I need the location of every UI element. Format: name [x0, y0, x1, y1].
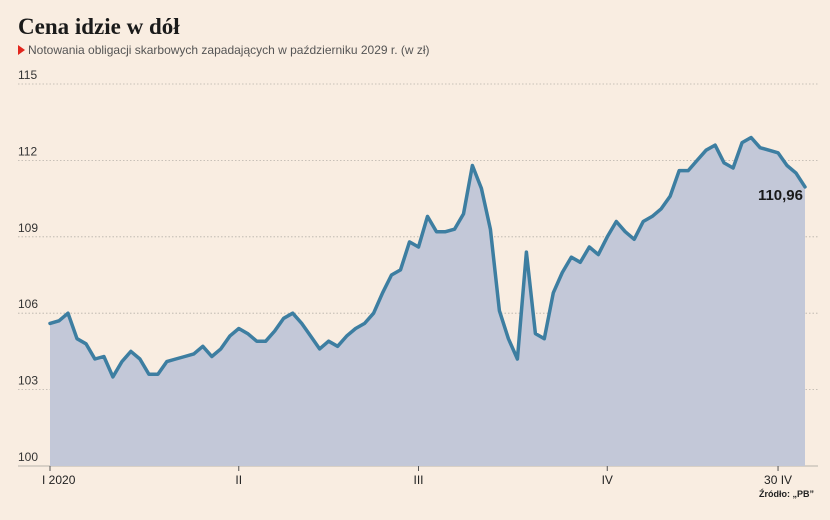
y-tick-label: 103: [18, 374, 38, 388]
y-tick-label: 115: [18, 68, 37, 82]
chart-title: Cena idzie w dół: [18, 14, 180, 39]
x-tick-label: 30 IV: [764, 473, 792, 487]
x-tick-label: IV: [602, 473, 613, 487]
x-axis-labels: I 2020 II III IV 30 IV: [42, 466, 792, 487]
y-axis-labels: 100 103 106 109 112 115: [18, 68, 38, 464]
source-note: Źródło: „PB”: [759, 489, 814, 499]
x-tick-label: III: [414, 473, 424, 487]
area-fill: [50, 137, 805, 466]
y-tick-label: 112: [18, 144, 37, 158]
x-tick-label: II: [235, 473, 242, 487]
series-line: [48, 135, 807, 379]
chart-subtitle: Notowania obligacji skarbowych zapadając…: [18, 43, 430, 57]
y-tick-label: 100: [18, 450, 38, 464]
y-tick-label: 109: [18, 221, 38, 235]
x-tick-label: I 2020: [42, 473, 76, 487]
subtitle-text: Notowania obligacji skarbowych zapadając…: [28, 43, 430, 57]
red-triangle-icon: [18, 45, 25, 55]
last-value-label: 110,96: [758, 187, 803, 204]
y-tick-label: 106: [18, 297, 38, 311]
